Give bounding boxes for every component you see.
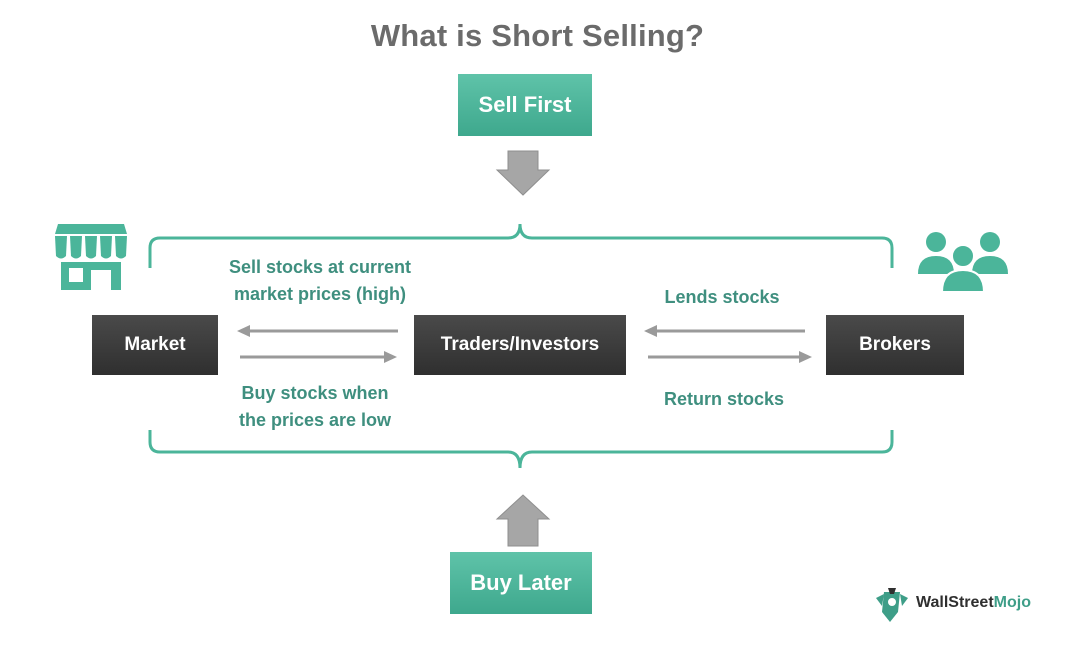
arrow-return-stocks: [648, 351, 812, 363]
logo-text: WallStreetMojo: [916, 594, 1031, 612]
label-sell-stocks: Sell stocks at current market prices (hi…: [200, 254, 440, 308]
label-buy-stocks: Buy stocks when the prices are low: [200, 380, 430, 434]
logo-word-1: WallStreet: [916, 594, 994, 611]
label-buy-line-2: the prices are low: [238, 410, 392, 430]
down-arrow: [495, 150, 551, 196]
node-brokers: Brokers: [826, 315, 964, 375]
arrow-sell-to-market: [237, 325, 398, 337]
arrow-buy-from-market: [240, 351, 397, 363]
wallstreetmojo-logo-icon: [876, 588, 908, 622]
logo-word-2: Mojo: [993, 594, 1031, 611]
arrow-lends-stocks: [644, 325, 805, 337]
label-buy-line-1: Buy stocks when: [241, 383, 389, 403]
label-return-stocks: Return stocks: [663, 389, 785, 409]
top-bracket: [148, 223, 894, 268]
label-sell-line-1: Sell stocks at current: [228, 257, 412, 277]
wallstreetmojo-logo: WallStreetMojo: [912, 594, 1031, 612]
page-title: What is Short Selling?: [370, 18, 705, 53]
bottom-bracket: [148, 430, 894, 469]
label-lends-stocks: Lends stocks: [664, 287, 780, 307]
node-market: Market: [92, 315, 218, 375]
node-buy-later: Buy Later: [450, 552, 592, 614]
people-group-icon: [918, 232, 1008, 293]
node-sell-first: Sell First: [458, 74, 592, 136]
store-icon: [55, 224, 127, 290]
label-sell-line-2: market prices (high): [233, 284, 407, 304]
node-traders-investors: Traders/Investors: [414, 315, 626, 375]
up-arrow: [495, 494, 551, 547]
